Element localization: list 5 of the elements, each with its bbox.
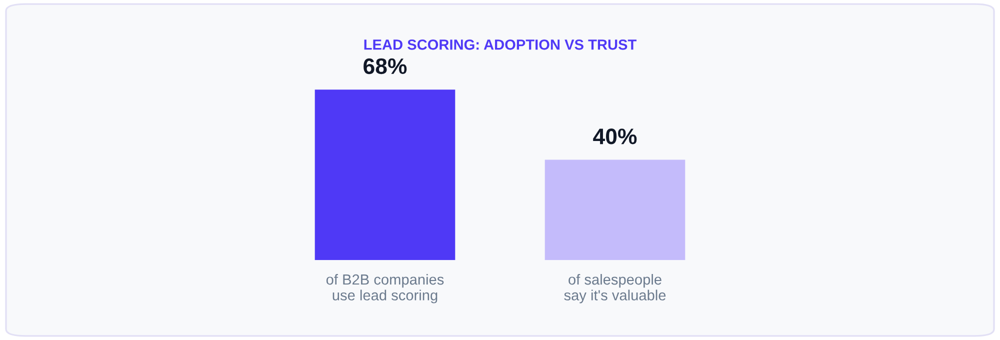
data-label: 68% [364,58,407,74]
chart-title: LEAD SCORING: ADOPTION VS TRUST [364,39,636,50]
x-tick-label: of B2B companies use lead scoring [326,274,444,304]
data-label: 40% [593,128,637,144]
x-tick-label: of salespeople say it's valuable [564,274,666,304]
